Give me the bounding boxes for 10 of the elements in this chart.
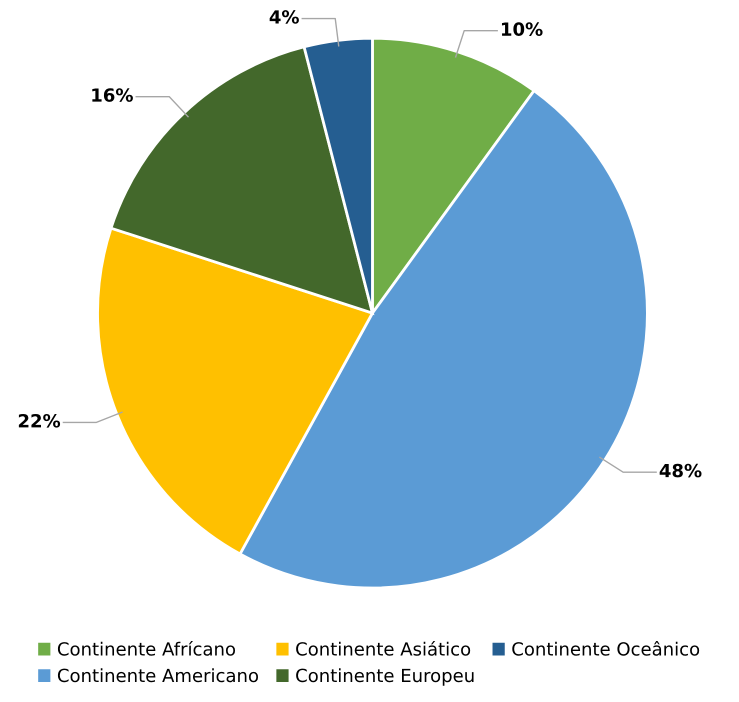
data-label: 4% — [270, 10, 299, 24]
data-label: 16% — [92, 88, 133, 102]
legend-label: Continente Oceânico — [512, 641, 700, 656]
data-label: 22% — [18, 414, 60, 428]
data-label: 48% — [660, 464, 702, 478]
legend-label: Continente Afrícano — [58, 641, 236, 656]
legend-label: Continente Americano — [58, 668, 258, 682]
data-label: 10% — [502, 22, 543, 36]
legend-label: Continente Asiático — [296, 641, 470, 656]
legend-label: Continente Europeu — [296, 668, 474, 686]
